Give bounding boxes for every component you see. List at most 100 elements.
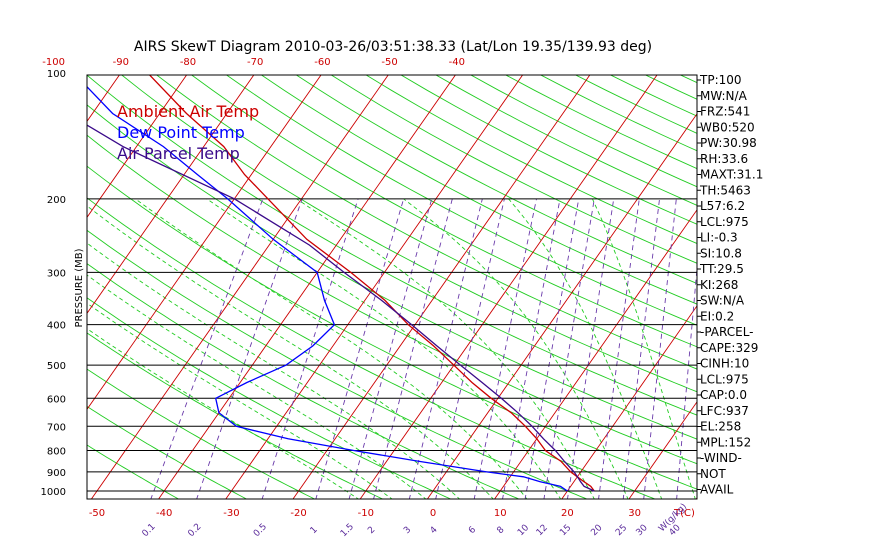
stat-entry: MW:N/A [700,89,748,103]
stat-entry: MAXT:31.1 [700,168,763,182]
mixing-ratio-tick-label: 4 [429,525,440,536]
dry-adiabat-line [87,134,697,465]
temperature-axis-top: -120-110-100-90-80-70-60-50-40 [42,57,465,68]
mixing-ratio-line [622,198,660,499]
x-tick-label-bottom: -30 [223,508,239,519]
mixing-ratio-line [196,198,303,499]
x-tick-label-bottom: -20 [290,508,306,519]
mixing-ratio-line [567,198,615,499]
stat-entry: MPL:152 [700,435,751,449]
dry-adiabat-line [260,75,697,305]
series-line-2 [87,124,595,492]
y-tick-label: 600 [47,394,66,405]
mixing-ratio-line [643,198,677,499]
chart-series-layer [87,75,595,492]
isotherm-line [628,401,697,499]
stat-entry: CAP:0.0 [700,388,747,402]
x-tick-label-top: -50 [381,57,397,68]
mixing-ratio-tick-label: 6 [467,525,478,536]
x-tick-label-top: -70 [247,57,263,68]
dry-adiabat-line [87,368,316,499]
mixing-ratio-tick-label: 10 [516,523,531,538]
isotherm-line [225,75,524,499]
moist-adiabat-line [403,198,629,499]
mixing-ratio-line [598,198,640,499]
mixing-ratio-line [524,198,580,499]
mixing-ratio-tick-label: 30 [635,523,650,538]
stat-entry: EL:258 [700,420,741,434]
mixing-ratio-tick-label: 8 [495,525,506,536]
mixing-ratio-line [373,198,453,499]
mixing-ratio-tick-label: 12 [535,523,550,538]
y-tick-label: 400 [47,321,66,332]
stat-entry: TH:5463 [699,183,751,197]
isotherm-line [87,75,322,411]
x-tick-label-top: -90 [113,57,129,68]
x-axis-unit-label: T(C) [673,508,695,519]
mixing-ratio-tick-label: 25 [614,523,629,538]
dry-adiabat-line [225,75,697,326]
mixing-ratio-line [502,198,561,499]
mixing-ratio-tick-label: 20 [589,523,604,538]
stat-entry: -PARCEL- [700,325,754,339]
mixing-ratio-line [315,198,405,499]
isotherm-line [561,305,697,499]
stat-entry: TP:100 [699,73,742,87]
isotherm-line [0,64,60,500]
stat-entry: LI:-0.3 [700,231,738,245]
stat-entry: CINH:10 [700,357,749,371]
dry-adiabat-line [330,75,697,264]
dry-adiabat-line [87,405,248,499]
stat-entry: SI:10.8 [700,246,742,260]
stat-entry: EI:0.2 [700,309,734,323]
dry-adiabat-line [87,165,697,490]
y-tick-label: 900 [47,468,66,479]
mixing-ratio-tick-label: 0.1 [140,522,157,539]
x-tick-label-top: -40 [449,57,465,68]
mixing-ratio-tick-label: 2 [366,525,377,536]
stat-entry: LFC:937 [700,404,749,418]
dry-adiabat-line [400,75,697,225]
moist-adiabat-line [87,274,427,499]
x-tick-label-top: -60 [314,57,330,68]
stat-entry: KI:268 [700,278,738,292]
stat-entry: LCL:975 [700,372,749,386]
stat-entry: AVAIL [700,483,734,497]
stat-entry: FRZ:541 [700,105,750,119]
mixing-ratio-line [348,198,433,499]
x-tick-label-top: -100 [42,57,65,68]
mixing-ratio-tick-label: 1.5 [339,522,356,539]
mixing-ratio-line [543,198,595,499]
stat-entry: TT:29.5 [699,262,744,276]
isotherm-line [87,75,120,123]
y-tick-label: 1000 [41,487,66,498]
moist-adiabat-line [508,198,663,499]
dry-adiabat-line [155,75,697,370]
dry-adiabat-line [815,73,870,500]
legend-entry: Air Parcel Temp [117,144,240,163]
stat-entry: SW:N/A [700,294,745,308]
isotherm-line [830,64,870,500]
moist-adiabat-line [87,205,494,499]
dry-adiabat-line [190,75,697,348]
y-tick-label: 300 [47,268,66,279]
dry-adiabat-line [87,444,180,499]
x-tick-label-bottom: 30 [628,508,641,519]
chart-grid [0,64,870,500]
isotherm-line [87,75,255,315]
isotherm-line [90,75,389,499]
dry-adiabat-line [87,263,520,499]
stat-entry: CAPE:329 [700,341,758,355]
stat-entry: -WIND- [700,451,742,465]
x-tick-label-bottom: 10 [494,508,507,519]
legend-entry: Ambient Air Temp [117,102,259,121]
y-tick-label: 100 [47,69,66,80]
x-tick-label-bottom: -40 [156,508,172,519]
y-axis-label: PRESSURE (MB) [74,248,85,327]
isotherm-line [87,75,188,219]
x-tick-label-bottom: 0 [430,508,436,519]
stat-entry: PW:30.98 [700,136,757,150]
y-tick-label: 500 [47,361,66,372]
